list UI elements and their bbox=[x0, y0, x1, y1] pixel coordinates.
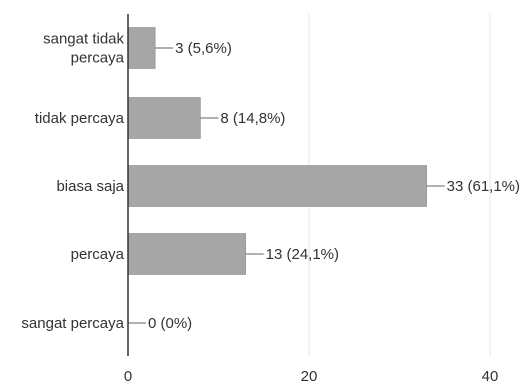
data-label: 13 (24,1%) bbox=[266, 246, 339, 263]
x-tick-label: 20 bbox=[301, 368, 318, 382]
category-label: percaya bbox=[71, 50, 125, 67]
bar bbox=[127, 27, 156, 69]
bar bbox=[127, 97, 201, 139]
data-label: 33 (61,1%) bbox=[447, 178, 520, 195]
data-label: 0 (0%) bbox=[148, 315, 192, 332]
category-label: tidak percaya bbox=[35, 110, 125, 127]
leader-lines bbox=[128, 47, 445, 324]
x-tick-label: 40 bbox=[482, 368, 499, 382]
data-labels: 3 (5,6%) 8 (14,8%) 33 (61,1%) 13 (24,1%) 0 (… bbox=[148, 40, 520, 332]
x-tick-labels: 0 20 40 bbox=[124, 368, 499, 382]
category-label: biasa saja bbox=[56, 178, 124, 195]
data-label: 8 (14,8%) bbox=[220, 110, 285, 127]
data-label: 3 (5,6%) bbox=[175, 40, 232, 57]
bar bbox=[127, 165, 427, 207]
x-tick-label: 0 bbox=[124, 368, 132, 382]
category-labels: sangat tidak percaya tidak percaya biasa sa… bbox=[21, 31, 124, 333]
category-label: percaya bbox=[71, 246, 125, 263]
category-label: sangat percaya bbox=[21, 315, 124, 332]
bars bbox=[127, 27, 427, 275]
bar bbox=[127, 233, 246, 275]
category-label: sangat tidak bbox=[43, 31, 124, 48]
